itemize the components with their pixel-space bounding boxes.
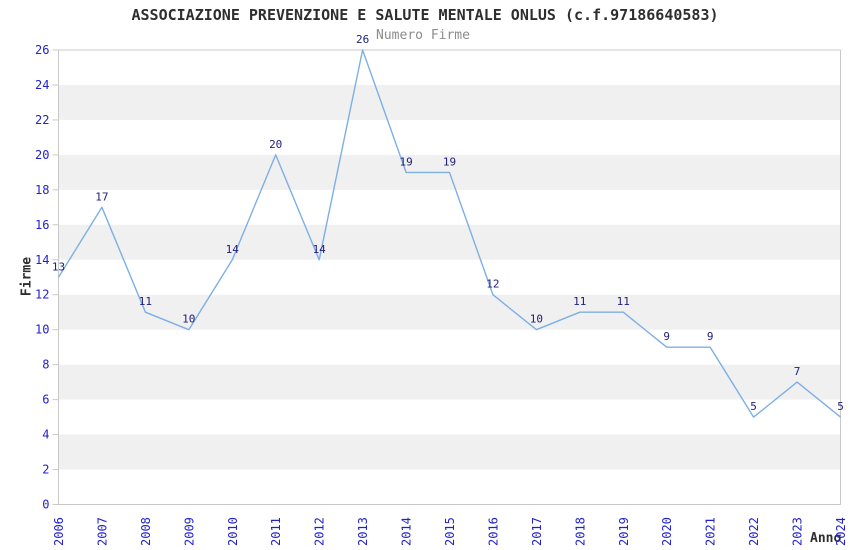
point-label: 17	[95, 190, 108, 203]
x-tick-label: 2018	[573, 517, 587, 546]
x-tick-label: 2008	[139, 517, 153, 546]
y-tick-label: 2	[42, 463, 49, 477]
point-label: 11	[139, 295, 152, 308]
series-line	[57, 49, 841, 418]
y-tick-label: 16	[35, 218, 49, 232]
x-tick-label: 2020	[660, 517, 674, 546]
point-label: 14	[313, 243, 327, 256]
point-label: 11	[617, 295, 630, 308]
x-tick-label: 2009	[182, 517, 196, 546]
y-tick-label: 18	[35, 183, 49, 197]
point-label: 5	[750, 400, 757, 413]
x-tick-label: 2015	[443, 517, 457, 546]
x-tick-label: 2010	[226, 517, 240, 546]
x-axis-ticks: 2006 2007 2008 2009 2010 2011 2012 2013 2014 2015…	[52, 517, 848, 546]
x-tick-label: 2019	[617, 517, 631, 546]
y-tick-label: 20	[35, 148, 49, 162]
x-tick-label: 2016	[486, 517, 500, 546]
y-tick-label: 8	[42, 358, 49, 372]
y-tick-label: 26	[35, 43, 49, 57]
point-label: 13	[52, 260, 65, 273]
point-label: 9	[663, 330, 670, 343]
x-tick-label: 2022	[747, 517, 761, 546]
point-label: 19	[399, 155, 412, 168]
point-label: 7	[794, 365, 801, 378]
point-label: 20	[269, 138, 282, 151]
legend-series-label: Numero Firme	[376, 28, 470, 43]
chart-title: ASSOCIAZIONE PREVENZIONE E SALUTE MENTAL…	[131, 6, 719, 24]
x-tick-label: 2023	[791, 517, 805, 546]
point-label: 11	[573, 295, 586, 308]
x-tick-label: 2011	[269, 517, 283, 546]
point-label: 10	[182, 313, 195, 326]
point-label: 9	[707, 330, 714, 343]
point-label: 10	[530, 313, 543, 326]
y-tick-label: 12	[35, 288, 49, 302]
x-tick-label: 2013	[356, 517, 370, 546]
x-tick-label: 2012	[313, 517, 327, 546]
x-tick-label: 2006	[52, 517, 66, 546]
point-labels: 13 17 11 10 14 20 14 26 19 19 12 10 11 11 9 9 5 7 5	[52, 33, 844, 413]
point-label: 26	[356, 33, 369, 46]
x-axis-title: Anno	[810, 531, 842, 546]
y-tick-label: 22	[35, 113, 49, 127]
y-tick-label: 10	[35, 323, 49, 337]
background-bands	[58, 84, 841, 470]
point-label: 12	[486, 278, 499, 291]
x-tick-label: 2014	[400, 517, 414, 546]
y-tick-label: 6	[42, 393, 49, 407]
point-label: 14	[226, 243, 240, 256]
y-tick-label: 4	[42, 428, 49, 442]
y-tick-label: 0	[42, 498, 49, 512]
point-label: 5	[837, 400, 844, 413]
x-tick-label: 2024	[834, 517, 848, 546]
point-label: 19	[443, 155, 456, 168]
x-tick-label: 2007	[95, 517, 109, 546]
y-tick-label: 14	[35, 253, 49, 267]
x-tick-label: 2017	[530, 517, 544, 546]
y-tick-label: 24	[35, 78, 49, 92]
x-tick-label: 2021	[704, 517, 718, 546]
